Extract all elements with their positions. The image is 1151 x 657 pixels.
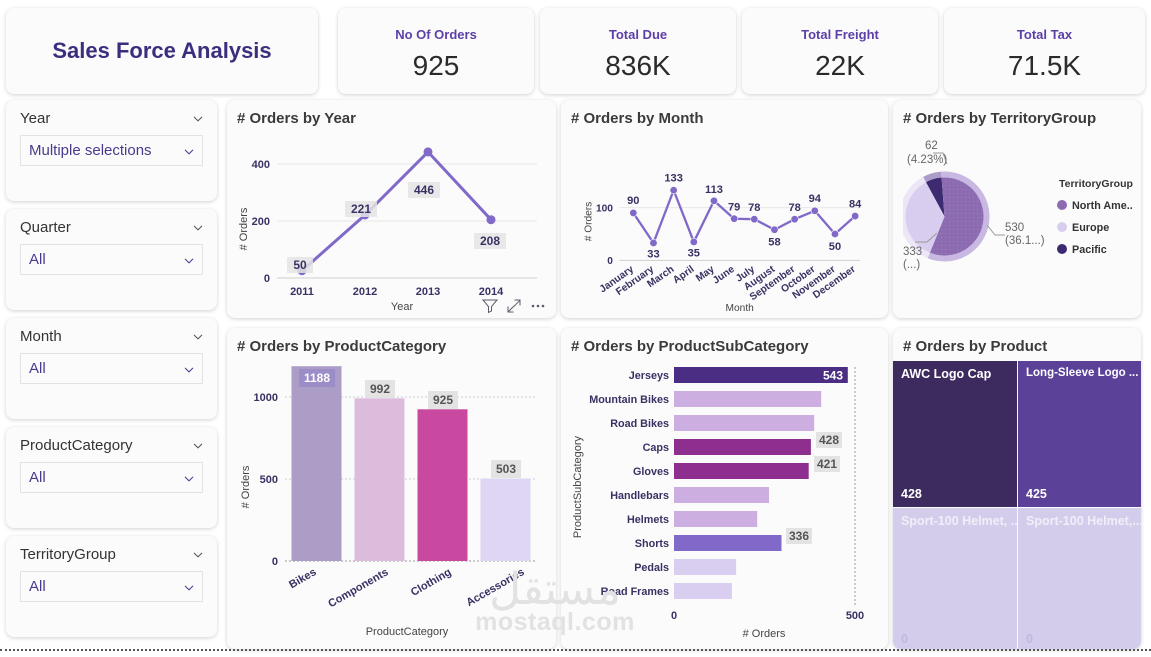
svg-text:Road Frames: Road Frames <box>601 586 669 598</box>
svg-text:0: 0 <box>264 273 270 285</box>
svg-text:400: 400 <box>252 159 270 171</box>
svg-text:Road Bikes: Road Bikes <box>610 418 669 430</box>
svg-text:100: 100 <box>596 203 613 214</box>
svg-text:500: 500 <box>846 610 864 622</box>
svg-text:336: 336 <box>789 529 809 543</box>
svg-text:Pedals: Pedals <box>634 562 669 574</box>
svg-text:Pacific: Pacific <box>1072 244 1107 256</box>
svg-text:Europe: Europe <box>1072 222 1109 234</box>
svg-text:Accessories: Accessories <box>464 566 526 609</box>
svg-text:1188: 1188 <box>304 371 330 385</box>
svg-text:2011: 2011 <box>290 286 314 298</box>
svg-text:Helmets: Helmets <box>627 514 669 526</box>
svg-text:33: 33 <box>647 249 659 261</box>
svg-text:Handlebars: Handlebars <box>610 490 669 502</box>
svg-text:Bikes: Bikes <box>287 566 318 591</box>
svg-text:# Orders: # Orders <box>584 202 595 242</box>
svg-text:35: 35 <box>688 248 700 260</box>
svg-text:992: 992 <box>370 382 390 396</box>
svg-text:Mountain Bikes: Mountain Bikes <box>589 394 669 406</box>
svg-text:113: 113 <box>705 184 723 196</box>
svg-text:446: 446 <box>414 183 434 197</box>
svg-text:Jerseys: Jerseys <box>629 370 669 382</box>
svg-text:50: 50 <box>293 258 307 272</box>
svg-text:133: 133 <box>664 173 683 185</box>
svg-text:84: 84 <box>849 199 862 211</box>
svg-text:543: 543 <box>823 369 843 383</box>
svg-text:79: 79 <box>728 201 740 213</box>
svg-text:50: 50 <box>829 241 841 253</box>
svg-text:58: 58 <box>768 237 780 249</box>
svg-text:208: 208 <box>480 234 500 248</box>
svg-text:94: 94 <box>809 193 822 205</box>
svg-text:503: 503 <box>496 462 516 476</box>
svg-text:333: 333 <box>903 246 922 258</box>
svg-text:62: 62 <box>925 140 938 152</box>
svg-text:530: 530 <box>1005 222 1024 234</box>
svg-text:Year: Year <box>391 301 414 313</box>
svg-text:(36.1...): (36.1...) <box>1005 235 1045 247</box>
svg-text:0: 0 <box>671 610 677 622</box>
svg-text:90: 90 <box>627 195 639 207</box>
svg-text:(...): (...) <box>903 259 920 271</box>
svg-text:(4.23%): (4.23%) <box>907 154 947 166</box>
svg-text:0: 0 <box>607 256 613 267</box>
svg-text:ProductCategory: ProductCategory <box>366 626 449 638</box>
svg-text:1000: 1000 <box>254 392 278 404</box>
svg-text:North Ame...: North Ame... <box>1072 200 1133 212</box>
svg-text:2014: 2014 <box>479 286 504 298</box>
svg-text:# Orders: # Orders <box>240 465 252 508</box>
svg-text:421: 421 <box>817 457 837 471</box>
svg-text:925: 925 <box>433 393 453 407</box>
svg-text:Shorts: Shorts <box>635 538 669 550</box>
svg-text:ProductSubCategory: ProductSubCategory <box>572 435 584 538</box>
svg-text:0: 0 <box>272 556 278 568</box>
svg-text:78: 78 <box>788 202 800 214</box>
svg-text:78: 78 <box>748 202 760 214</box>
svg-text:April: April <box>671 264 696 286</box>
svg-text:2012: 2012 <box>353 286 377 298</box>
svg-text:# Orders: # Orders <box>743 628 786 640</box>
svg-text:Caps: Caps <box>643 442 669 454</box>
svg-text:# Orders: # Orders <box>238 207 250 250</box>
svg-text:Gloves: Gloves <box>633 466 669 478</box>
svg-text:200: 200 <box>252 216 270 228</box>
svg-text:428: 428 <box>819 433 839 447</box>
svg-text:500: 500 <box>260 474 278 486</box>
svg-text:Components: Components <box>326 566 390 610</box>
svg-text:TerritoryGroup: TerritoryGroup <box>1059 178 1133 190</box>
svg-text:Clothing: Clothing <box>409 566 454 599</box>
svg-text:2013: 2013 <box>416 286 440 298</box>
svg-text:221: 221 <box>351 202 371 216</box>
svg-text:Month: Month <box>726 303 754 314</box>
